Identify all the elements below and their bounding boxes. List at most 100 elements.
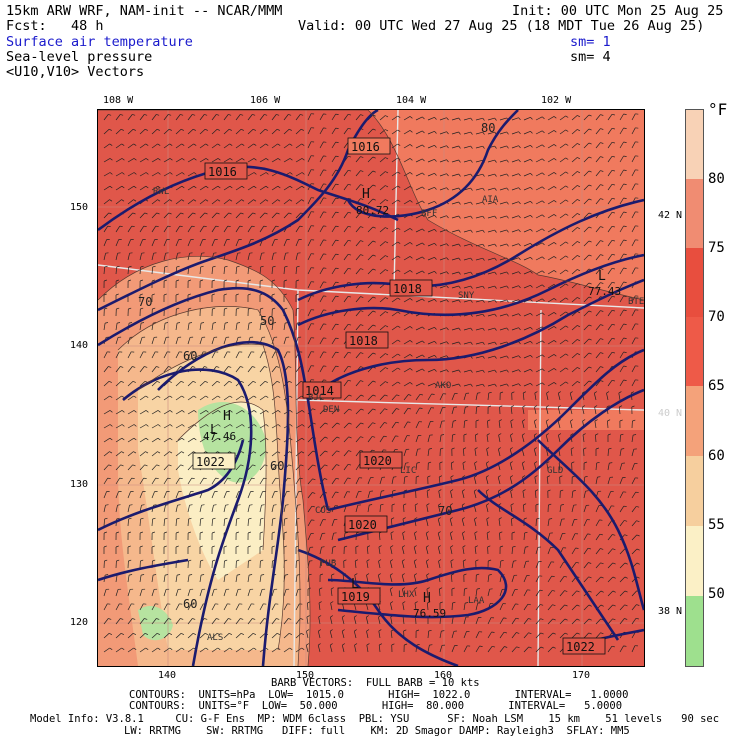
wind-barb-flag [271,531,276,534]
wind-barb [367,128,374,135]
wind-barb [607,170,613,177]
wind-barb [127,647,134,653]
wind-barb-flag [494,173,497,177]
wind-barb-flag [427,475,431,478]
wind-barb [403,354,411,359]
wind-barb [223,337,227,345]
wind-barb-flag [546,405,549,408]
wind-barb [571,491,574,499]
wind-barb [631,337,636,345]
wind-barb [103,424,111,429]
wind-barb-flag [152,307,156,310]
wind-barb-flag [296,559,300,562]
wind-barb [439,355,447,359]
wind-barb [474,547,477,555]
wind-barb-flag [534,447,537,450]
wind-barb [498,435,501,443]
wind-barb [607,618,613,625]
wind-barb [619,155,624,163]
wind-barb-flag [588,254,592,257]
wind-barb [607,646,613,653]
wind-barb-flag [569,391,573,394]
wind-barb-flag [109,143,113,146]
wind-barb [319,267,324,275]
wind-barb-flag [115,545,119,548]
wind-barb-flag [552,604,556,607]
wind-barb-flag [474,545,478,548]
wind-barb [535,561,539,569]
wind-barb [235,410,243,415]
wind-barb [367,268,374,275]
wind-barb-flag [192,380,196,383]
wind-barb [343,324,349,331]
wind-barb [559,143,566,149]
wind-barb [331,225,336,233]
wind-barb-flag [354,573,358,576]
wind-barb-flag [103,531,108,534]
wind-barb [403,200,411,205]
wind-barb-flag [132,618,136,620]
wind-barb-flag [623,155,627,157]
wind-barb [583,198,590,205]
wind-barb-flag [498,419,502,422]
wind-barb-flag [133,632,137,636]
wind-barb [187,589,191,597]
wind-barb-flag [422,214,425,218]
wind-barb-flag [360,352,364,354]
wind-barb [535,214,543,219]
wind-barb-flag [475,559,479,562]
wind-barb-flag [422,186,425,190]
wind-barb [103,618,109,625]
wind-barb [139,351,144,359]
wind-barb-flag [366,559,370,562]
wind-barb-flag [623,141,627,143]
weather-map[interactable]: 1016 1016 1018 1018 1014 1020 1020 1022 … [97,109,645,667]
wind-barb [379,157,386,163]
wind-barb [427,368,435,373]
wind-barb [223,199,230,205]
wind-barb-flag [530,369,533,372]
wind-barb [391,422,397,429]
wind-barb [163,239,168,247]
wind-barb [631,141,636,149]
wind-barb-flag [213,322,217,324]
wind-barb-flag [571,461,575,464]
wind-barb [413,547,417,555]
wind-barb [557,393,561,401]
wind-barb [319,533,323,541]
wind-barb-flag [156,128,160,131]
wind-barb-flag [494,257,497,261]
wind-barb [391,381,398,387]
wind-barb-flag [458,201,461,205]
wind-barb-flag [434,299,437,302]
wind-barb [163,337,167,345]
wind-barb [331,464,337,471]
wind-barb [631,645,636,653]
wind-barb-flag [329,643,333,646]
wind-barb [271,114,277,121]
extrema-value: 47.46 [203,430,236,443]
wind-barb-flag [446,173,449,177]
wind-barb [475,434,477,443]
wind-barb [259,451,266,457]
wind-barb [499,355,507,359]
wind-barb [391,408,397,415]
wind-barb-flag [618,391,622,394]
wind-barb [139,575,142,583]
wind-barb-flag [180,618,184,620]
wind-barb-flag [240,380,244,383]
wind-barb-flag [330,615,334,618]
wind-barb-flag [205,632,209,636]
wind-barb [307,169,312,177]
wind-barb [378,631,381,639]
wind-barb [607,212,613,219]
wind-barb [475,327,483,331]
wind-barb-flag [105,574,109,576]
wind-barb-flag [458,131,461,135]
wind-barb [607,448,609,457]
wind-barb-flag [236,265,240,268]
wind-barb [151,239,156,247]
wind-barb [331,323,336,331]
wind-barb [571,604,578,611]
pressure-labels: 1016 1016 1018 1018 1014 1020 1020 1022 … [192,137,606,655]
